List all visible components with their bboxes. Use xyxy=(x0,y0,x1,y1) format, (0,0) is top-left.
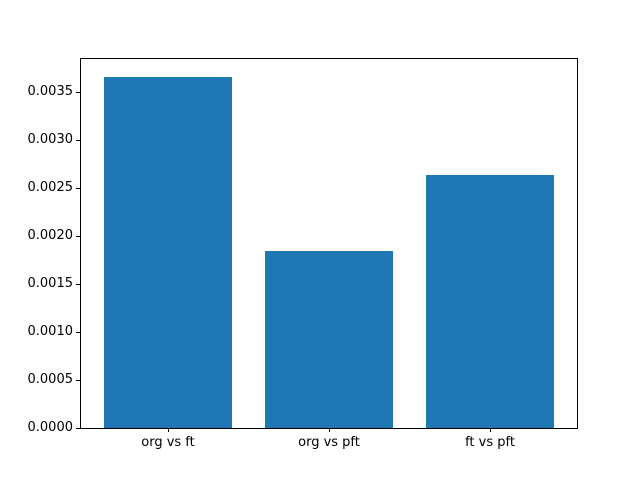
y-tick-label: 0.0005 xyxy=(27,372,74,387)
x-tick-label: ft vs pft xyxy=(465,435,515,450)
y-tick-mark xyxy=(76,236,80,237)
y-tick-label: 0.0010 xyxy=(27,324,74,339)
x-tick-mark xyxy=(329,428,330,432)
bar-ft-vs-pft xyxy=(425,174,555,428)
y-tick-mark xyxy=(76,91,80,93)
x-tick-label: org vs pft xyxy=(298,435,360,450)
y-tick-mark xyxy=(76,188,80,189)
x-tick-mark xyxy=(490,428,491,432)
x-tick-label: org vs ft xyxy=(141,435,195,450)
y-tick-label: 0.0015 xyxy=(27,276,74,291)
y-tick-mark xyxy=(76,428,80,429)
bar-org-vs-pft xyxy=(264,251,394,428)
x-tick-mark xyxy=(168,428,169,432)
y-tick-label: 0.0030 xyxy=(27,131,74,147)
y-tick-label: 0.0025 xyxy=(27,180,74,195)
y-tick-mark xyxy=(76,139,80,141)
y-tick-mark xyxy=(76,332,80,333)
y-tick-mark xyxy=(76,380,80,381)
y-tick-label: 0.0020 xyxy=(27,228,74,243)
y-tick-label: 0.0000 xyxy=(27,420,74,435)
plot-area: org vs ft org vs pft ft vs pft 0.0000 0.0005… xyxy=(28,58,578,450)
y-tick-label: 0.0035 xyxy=(27,83,74,99)
y-tick-mark xyxy=(76,284,80,285)
bar-org-vs-ft xyxy=(103,76,233,428)
